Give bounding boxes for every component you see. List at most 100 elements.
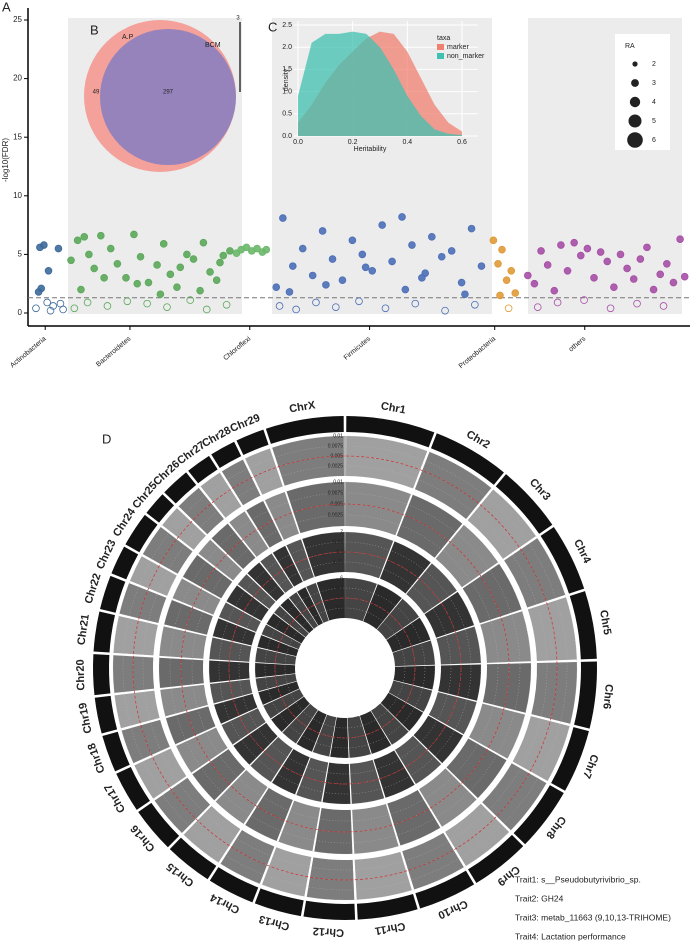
track-segment xyxy=(165,706,216,745)
track-segment xyxy=(142,527,193,574)
track-segment xyxy=(280,598,314,634)
chromosome-band xyxy=(188,455,218,484)
chromosome-band xyxy=(254,888,304,917)
point xyxy=(461,290,469,299)
x-axis-label: Heritability xyxy=(354,146,387,153)
legend-box xyxy=(615,34,670,150)
point xyxy=(543,261,552,269)
chromosome-band xyxy=(551,727,589,791)
chromosome-label: Chr29 xyxy=(229,412,262,435)
track-tick-label: 7 xyxy=(340,529,343,535)
y-tick-label: 5 xyxy=(18,250,23,259)
grid-circle xyxy=(238,561,452,775)
track-segment xyxy=(413,715,464,764)
track-segment xyxy=(345,482,411,536)
point xyxy=(216,258,224,267)
track-segment xyxy=(482,663,531,713)
track-segment xyxy=(215,770,268,824)
point xyxy=(298,244,307,253)
track-segment xyxy=(446,738,507,799)
legend-label: 5 xyxy=(652,118,656,125)
chromosome-band xyxy=(468,834,524,884)
legend-size xyxy=(627,132,643,148)
point xyxy=(275,302,284,310)
point xyxy=(553,298,562,307)
point xyxy=(322,281,330,289)
point xyxy=(381,304,390,313)
track-segment xyxy=(247,562,285,602)
track-segment xyxy=(288,592,319,629)
legend-label: 4 xyxy=(652,99,656,106)
point xyxy=(43,298,51,307)
y-tick-label: 0 xyxy=(18,308,23,317)
point xyxy=(616,250,625,259)
point xyxy=(441,306,449,315)
track-segment xyxy=(198,539,243,581)
chromosome-band xyxy=(346,416,435,448)
track-segment xyxy=(286,482,345,534)
point xyxy=(524,271,532,280)
point xyxy=(40,241,48,249)
track-segment xyxy=(261,624,302,650)
venn-count: 297 xyxy=(163,90,174,96)
track-segment xyxy=(278,800,321,852)
track-segment xyxy=(527,597,577,661)
x-tick-label: 0.2 xyxy=(348,139,358,146)
track-segment xyxy=(445,803,510,866)
x-tick-label: Chloroflexi xyxy=(222,335,252,362)
chromosome-band xyxy=(100,575,126,613)
track-segment xyxy=(424,591,475,638)
panel-label: A xyxy=(2,0,11,14)
track-segment xyxy=(112,655,155,693)
point xyxy=(54,244,63,253)
chromosome-band xyxy=(265,416,344,444)
point xyxy=(34,288,43,296)
chromosome-band xyxy=(102,731,130,772)
point xyxy=(83,298,92,307)
point xyxy=(189,255,198,263)
track-segment xyxy=(380,692,424,731)
track-segment xyxy=(134,748,187,799)
point xyxy=(312,298,320,307)
point xyxy=(411,299,420,308)
point xyxy=(136,252,145,261)
chromosome-band xyxy=(430,433,504,485)
y-tick-label: 0.0 xyxy=(282,133,292,140)
point xyxy=(176,263,185,272)
point xyxy=(97,231,105,240)
chromosome-label: Chr21 xyxy=(76,613,92,646)
point xyxy=(242,243,251,252)
x-tick-label: Bacteroidetes xyxy=(95,335,133,368)
track-segment xyxy=(346,436,428,489)
point xyxy=(100,274,108,282)
point xyxy=(80,233,89,241)
point xyxy=(388,257,396,266)
track-segment xyxy=(345,532,394,579)
track-segment xyxy=(272,545,303,587)
track-segment xyxy=(113,616,158,656)
track-segment xyxy=(226,585,269,621)
point xyxy=(199,238,208,247)
point xyxy=(471,300,479,309)
track-segment xyxy=(221,459,261,506)
legend-swatch xyxy=(437,44,444,50)
point xyxy=(348,236,357,245)
track-tick-label: 1.75 xyxy=(333,559,343,565)
point xyxy=(511,289,520,297)
track-segment xyxy=(388,680,433,712)
track-segment xyxy=(469,703,526,759)
track-segment xyxy=(154,777,211,834)
point xyxy=(133,279,142,288)
y-tick-label: 15 xyxy=(13,132,22,141)
track-segment xyxy=(257,635,299,657)
track-segment xyxy=(182,555,233,599)
legend-label: 2 xyxy=(652,61,656,68)
point xyxy=(563,267,572,275)
chromosome-band xyxy=(146,494,175,523)
track-segment xyxy=(296,757,329,802)
point xyxy=(398,213,406,221)
track-segment xyxy=(264,492,300,540)
chromosome-band xyxy=(211,441,242,468)
track-segment xyxy=(363,584,402,630)
